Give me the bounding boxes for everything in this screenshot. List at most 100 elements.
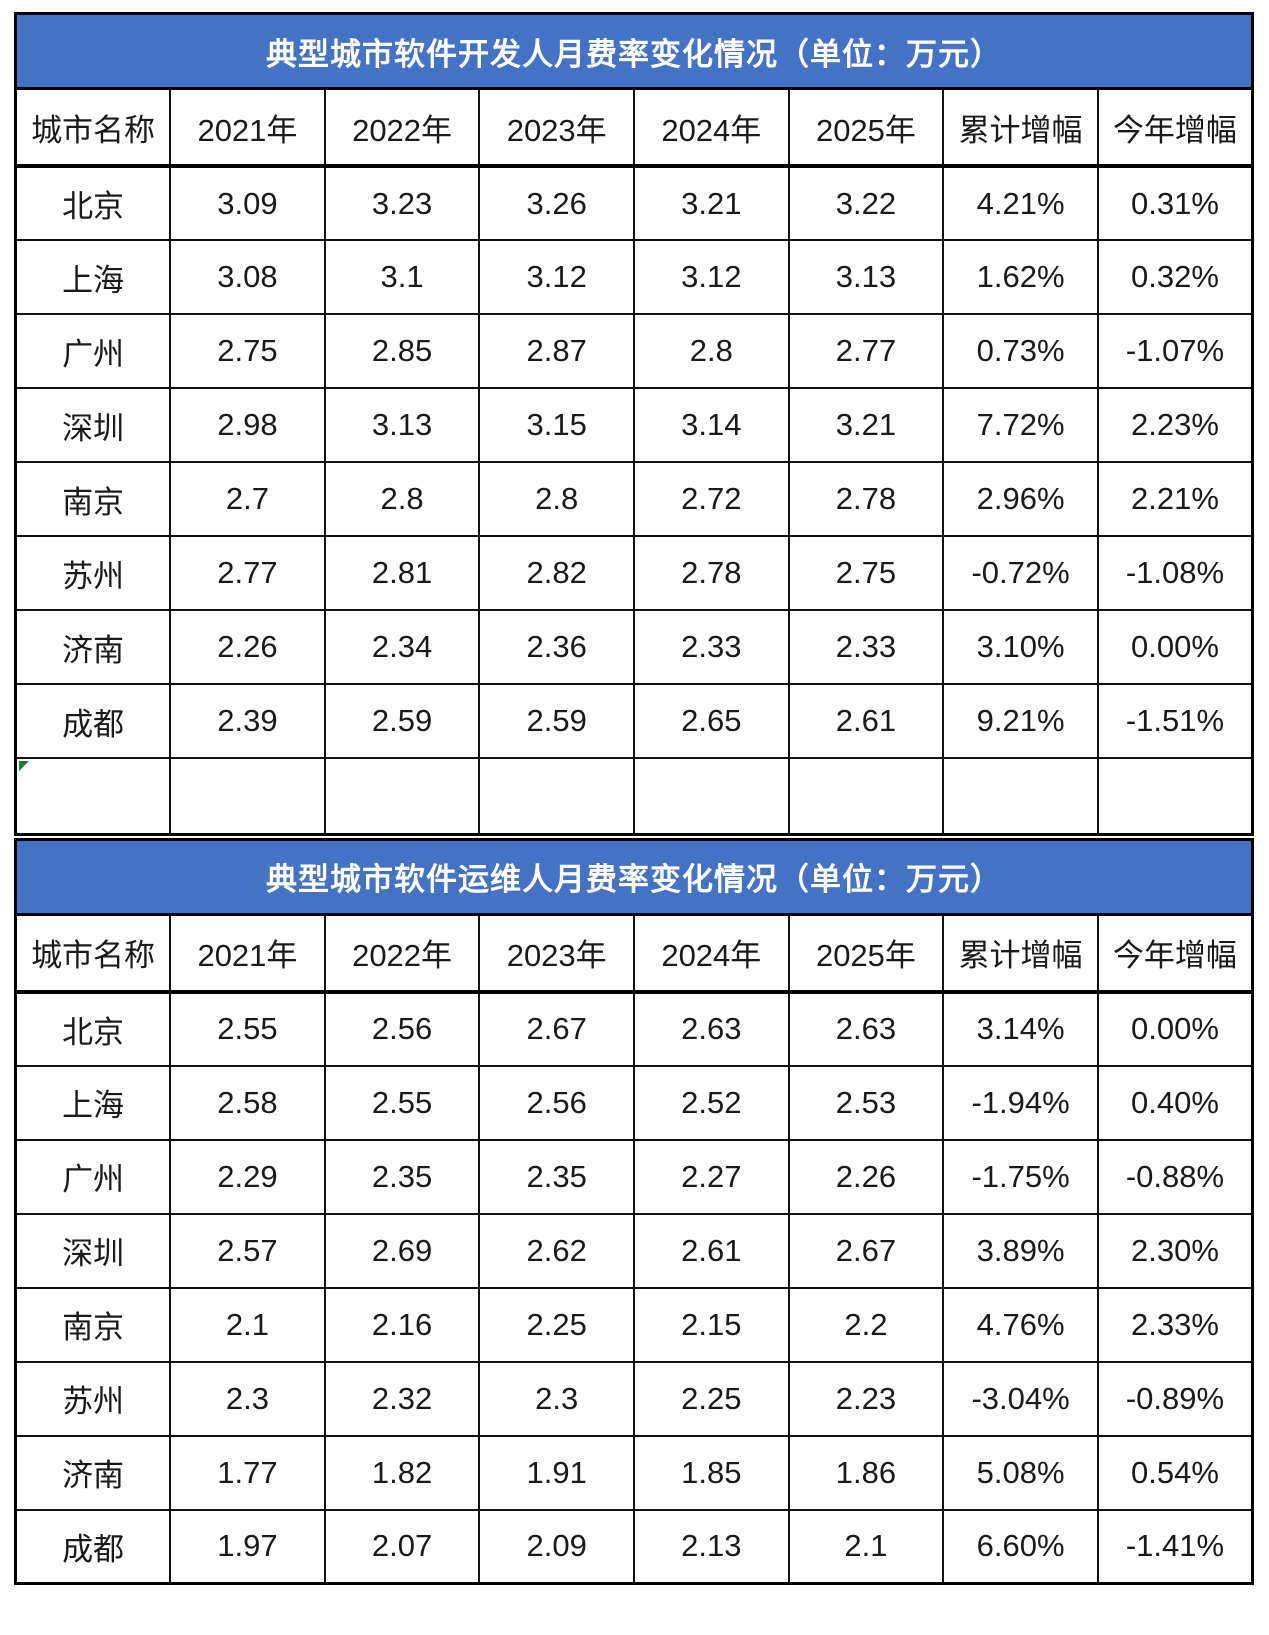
city-name-cell: 成都 [14, 1508, 172, 1585]
value-cell: 2.58 [169, 1064, 326, 1141]
city-name-cell: 苏州 [14, 1360, 172, 1437]
column-header-city: 城市名称 [14, 913, 172, 994]
cell-error-marker-icon [19, 761, 29, 771]
value-cell: 2.52 [633, 1064, 790, 1141]
value-cell: 3.89% [942, 1212, 1099, 1289]
value-cell: 2.13 [633, 1508, 790, 1585]
value-cell: 2.63 [633, 990, 790, 1067]
value-cell: 2.7 [169, 461, 326, 537]
operations-rates-section: 典型城市软件运维人月费率变化情况（单位：万元） 城市名称 2021年 2022年 20… [14, 837, 1254, 1585]
value-cell: 2.26 [787, 1138, 945, 1215]
value-cell: 3.22 [787, 165, 945, 241]
value-cell: -1.07% [1096, 313, 1254, 389]
value-cell: 2.33 [633, 609, 790, 685]
value-cell: 2.36 [478, 609, 635, 685]
value-cell: 2.65 [633, 683, 790, 759]
value-cell: 1.82 [323, 1434, 481, 1511]
value-cell: 2.15 [633, 1286, 790, 1363]
value-cell: 1.91 [478, 1434, 635, 1511]
table-row: 济南 2.26 2.34 2.36 2.33 2.33 3.10% 0.00% [14, 609, 1254, 685]
table-row: 南京 2.1 2.16 2.25 2.15 2.2 4.76% 2.33% [14, 1286, 1254, 1363]
value-cell: 1.85 [633, 1434, 790, 1511]
value-cell: -1.41% [1096, 1508, 1254, 1585]
value-cell: 2.55 [169, 990, 326, 1067]
value-cell: 2.09 [478, 1508, 635, 1585]
column-header: 今年增幅 [1096, 913, 1254, 994]
column-header: 2021年 [169, 87, 326, 168]
value-cell: 2.35 [478, 1138, 635, 1215]
column-header: 累计增幅 [942, 87, 1099, 168]
value-cell: 3.23 [323, 165, 481, 241]
value-cell: -1.08% [1096, 535, 1254, 611]
table-row: 北京 2.55 2.56 2.67 2.63 2.63 3.14% 0.00% [14, 990, 1254, 1067]
city-name-cell: 南京 [14, 1286, 172, 1363]
value-cell: 2.27 [633, 1138, 790, 1215]
empty-cell [478, 757, 635, 835]
value-cell: 2.61 [633, 1212, 790, 1289]
value-cell: 2.59 [323, 683, 481, 759]
value-cell: 2.33 [787, 609, 945, 685]
value-cell: -1.75% [942, 1138, 1099, 1215]
table-row: 成都 1.97 2.07 2.09 2.13 2.1 6.60% -1.41% [14, 1508, 1254, 1585]
table-row: 上海 2.58 2.55 2.56 2.52 2.53 -1.94% 0.40% [14, 1064, 1254, 1141]
value-cell: 0.00% [1096, 609, 1254, 685]
table-row: 北京 3.09 3.23 3.26 3.21 3.22 4.21% 0.31% [14, 165, 1254, 241]
value-cell: 3.13 [787, 239, 945, 315]
value-cell: -0.72% [942, 535, 1099, 611]
value-cell: 2.69 [323, 1212, 481, 1289]
value-cell: 2.07 [323, 1508, 481, 1585]
value-cell: 2.77 [787, 313, 945, 389]
column-header: 2023年 [478, 87, 635, 168]
city-name-cell: 北京 [14, 165, 172, 241]
value-cell: -3.04% [942, 1360, 1099, 1437]
value-cell: 2.67 [787, 1212, 945, 1289]
table-row: 广州 2.75 2.85 2.87 2.8 2.77 0.73% -1.07% [14, 313, 1254, 389]
column-header: 2021年 [169, 913, 326, 994]
city-name-cell: 济南 [14, 1434, 172, 1511]
value-cell: 2.98 [169, 387, 326, 463]
value-cell: 2.39 [169, 683, 326, 759]
column-header: 2025年 [787, 913, 945, 994]
value-cell: 3.1 [323, 239, 481, 315]
value-cell: 3.14% [942, 990, 1099, 1067]
table-title-operations: 典型城市软件运维人月费率变化情况（单位：万元） [14, 837, 1254, 913]
value-cell: 2.35 [323, 1138, 481, 1215]
value-cell: 2.55 [323, 1064, 481, 1141]
value-cell: 2.82 [478, 535, 635, 611]
value-cell: 3.13 [323, 387, 481, 463]
value-cell: 2.72 [633, 461, 790, 537]
empty-cell [169, 757, 326, 835]
city-name-cell: 上海 [14, 239, 172, 315]
value-cell: 2.3 [478, 1360, 635, 1437]
value-cell: 0.00% [1096, 990, 1254, 1067]
value-cell: 2.57 [169, 1212, 326, 1289]
value-cell: 2.56 [323, 990, 481, 1067]
value-cell: 7.72% [942, 387, 1099, 463]
value-cell: 2.96% [942, 461, 1099, 537]
table-row: 深圳 2.98 3.13 3.15 3.14 3.21 7.72% 2.23% [14, 387, 1254, 463]
value-cell: 1.77 [169, 1434, 326, 1511]
empty-cell [14, 757, 172, 835]
column-header: 累计增幅 [942, 913, 1099, 994]
value-cell: 2.87 [478, 313, 635, 389]
value-cell: 2.67 [478, 990, 635, 1067]
value-cell: 9.21% [942, 683, 1099, 759]
value-cell: -1.51% [1096, 683, 1254, 759]
value-cell: 1.86 [787, 1434, 945, 1511]
value-cell: 2.2 [787, 1286, 945, 1363]
empty-cell [633, 757, 790, 835]
value-cell: 2.85 [323, 313, 481, 389]
city-name-cell: 广州 [14, 313, 172, 389]
column-header-city: 城市名称 [14, 87, 172, 168]
value-cell: 3.12 [478, 239, 635, 315]
value-cell: 1.97 [169, 1508, 326, 1585]
value-cell: 2.77 [169, 535, 326, 611]
value-cell: 2.63 [787, 990, 945, 1067]
empty-cell [1096, 757, 1254, 835]
table-row: 南京 2.7 2.8 2.8 2.72 2.78 2.96% 2.21% [14, 461, 1254, 537]
table-row: 成都 2.39 2.59 2.59 2.65 2.61 9.21% -1.51% [14, 683, 1254, 759]
value-cell: 0.31% [1096, 165, 1254, 241]
value-cell: 3.21 [787, 387, 945, 463]
value-cell: 0.54% [1096, 1434, 1254, 1511]
value-cell: 3.15 [478, 387, 635, 463]
